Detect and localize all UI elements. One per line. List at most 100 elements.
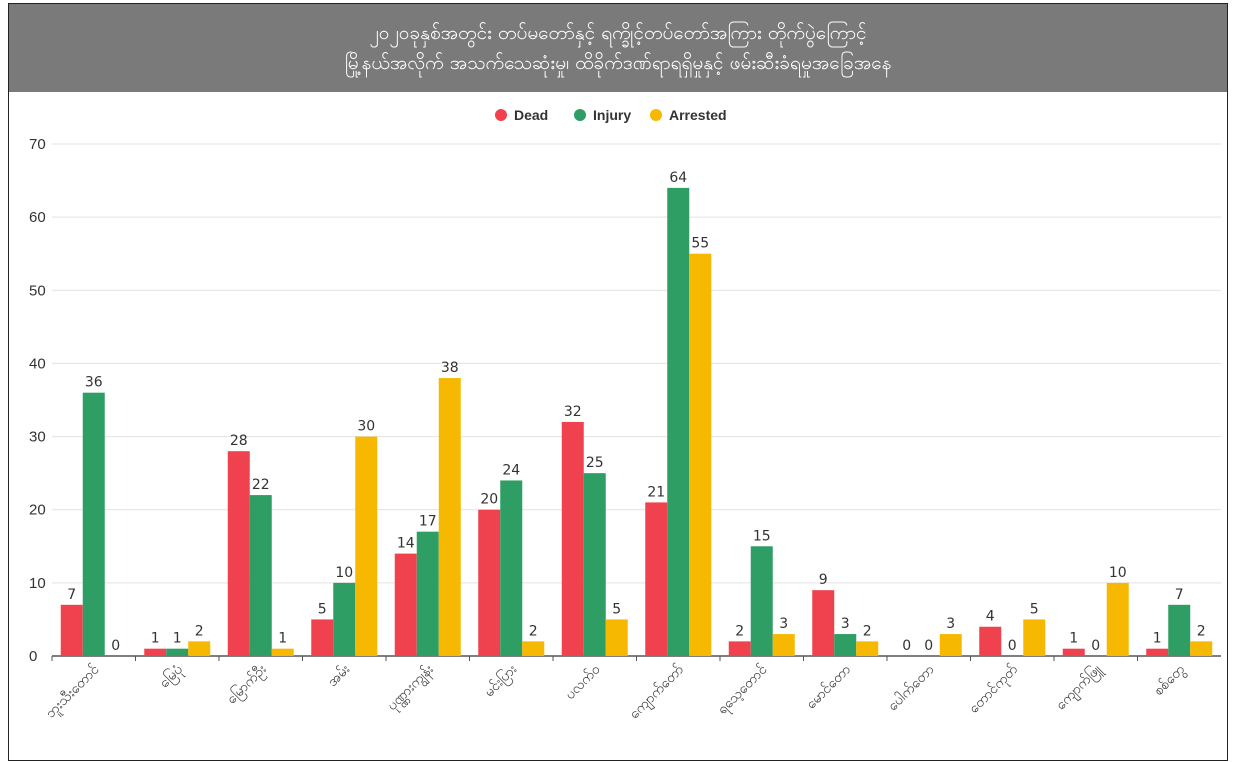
- bar-dead: [311, 619, 334, 656]
- x-tick-label: မင်းပြား: [481, 660, 522, 701]
- bar-arrested: [605, 619, 628, 656]
- data-label-arrested: 2: [863, 623, 872, 639]
- y-tick-label: 70: [29, 136, 46, 153]
- data-label-arrested: 5: [612, 601, 621, 617]
- data-label-injury: 17: [419, 514, 437, 530]
- bar-injury: [166, 648, 189, 656]
- y-tick-label: 10: [29, 575, 46, 592]
- data-label-dead: 1: [1069, 631, 1078, 647]
- bar-injury: [834, 634, 857, 656]
- x-tick-label: မြောက်ဦး: [223, 660, 271, 708]
- bar-dead: [394, 553, 417, 656]
- bar-arrested: [856, 641, 879, 656]
- bar-injury: [500, 480, 523, 656]
- data-label-injury: 3: [841, 616, 850, 632]
- bar-arrested: [438, 378, 461, 656]
- x-tick-label: မြေပုံ: [156, 661, 188, 693]
- bar-dead: [979, 626, 1002, 656]
- data-label-dead: 28: [230, 433, 248, 449]
- data-label-injury: 22: [252, 477, 270, 493]
- data-label-injury: 10: [335, 565, 353, 581]
- data-label-injury: 0: [924, 638, 933, 654]
- data-label-dead: 1: [151, 631, 160, 647]
- data-label-arrested: 5: [1030, 601, 1039, 617]
- data-label-arrested: 55: [691, 236, 709, 252]
- bar-injury: [667, 187, 690, 656]
- data-label-dead: 2: [735, 623, 744, 639]
- data-label-injury: 25: [586, 455, 604, 471]
- data-label-dead: 0: [902, 638, 911, 654]
- data-label-injury: 64: [669, 170, 687, 186]
- data-label-dead: 14: [397, 536, 415, 552]
- bar-arrested: [772, 634, 795, 656]
- chart-subtitle: မြို့နယ်အလိုက် အသက်သေဆုံးမှု၊ ထိခိုက်ဒဏ်…: [344, 52, 892, 74]
- chart-title: ၂၀၂၀ခုနှစ်အတွင်း တပ်မတော်နှင့် ရက္ခိုင့်…: [369, 22, 867, 44]
- data-label-injury: 7: [1175, 587, 1184, 603]
- x-tick-label: ပုဏ္ဏားကျွန်း: [384, 661, 439, 716]
- x-tick-label: စစ်တွေ: [1151, 661, 1190, 700]
- y-tick-label: 40: [29, 355, 46, 372]
- data-label-dead: 4: [986, 609, 995, 625]
- data-label-dead: 9: [819, 572, 828, 588]
- legend-label-injury: Injury: [593, 107, 631, 123]
- data-label-injury: 0: [1008, 638, 1017, 654]
- bar-arrested: [522, 641, 545, 656]
- bar-arrested: [188, 641, 211, 656]
- y-tick-label: 30: [29, 429, 46, 446]
- y-tick-label: 0: [29, 648, 37, 665]
- legend-label-dead: Dead: [514, 107, 548, 123]
- y-tick-label: 20: [29, 502, 46, 519]
- data-label-injury: 24: [502, 462, 520, 478]
- y-tick-label: 60: [29, 209, 46, 226]
- x-tick-label: အမ်း: [325, 661, 354, 690]
- data-label-arrested: 2: [195, 623, 204, 639]
- data-label-dead: 7: [67, 587, 76, 603]
- data-label-dead: 21: [647, 484, 665, 500]
- data-label-arrested: 38: [441, 360, 459, 376]
- bar-arrested: [355, 436, 378, 656]
- x-tick-label: ကျောက်ဖြူ: [1052, 661, 1106, 715]
- x-tick-label: ပေါက်တော: [885, 662, 938, 715]
- data-label-arrested: 1: [278, 631, 287, 647]
- y-tick-label: 50: [29, 282, 46, 299]
- bar-injury: [416, 531, 439, 656]
- bar-dead: [1146, 648, 1169, 656]
- data-label-dead: 1: [1153, 631, 1162, 647]
- x-tick-label: ပလက်ဝ: [562, 661, 604, 703]
- bar-injury: [333, 582, 356, 656]
- data-label-arrested: 10: [1109, 565, 1127, 581]
- x-tick-label: ရသေ့တောင်: [714, 661, 772, 719]
- chart-title-bar: ၂၀၂၀ခုနှစ်အတွင်း တပ်မတော်နှင့် ရက္ခိုင့်…: [9, 4, 1227, 92]
- data-label-dead: 32: [564, 404, 582, 420]
- bar-arrested: [1106, 582, 1129, 656]
- chart-frame: ၂၀၂၀ခုနှစ်အတွင်း တပ်မတော်နှင့် ရက္ခိုင့်…: [8, 3, 1228, 761]
- data-label-injury: 15: [753, 528, 771, 544]
- data-label-dead: 20: [480, 492, 498, 508]
- bar-injury: [1168, 604, 1191, 656]
- bar-dead: [60, 604, 83, 656]
- bar-injury: [750, 546, 773, 656]
- legend-swatch-arrested: [650, 109, 662, 121]
- x-tick-label: ဘူးသီးတောင်: [43, 661, 105, 723]
- bar-dead: [728, 641, 751, 656]
- bar-dead: [561, 421, 584, 656]
- data-label-arrested: 2: [1197, 623, 1206, 639]
- data-label-injury: 1: [173, 631, 182, 647]
- bar-injury: [583, 473, 606, 656]
- bar-injury: [82, 392, 105, 656]
- data-label-injury: 0: [1091, 638, 1100, 654]
- data-label-arrested: 30: [357, 419, 375, 435]
- data-label-injury: 36: [85, 375, 103, 391]
- bar-dead: [227, 451, 250, 656]
- legend-label-arrested: Arrested: [669, 107, 727, 123]
- data-label-dead: 5: [318, 601, 327, 617]
- data-label-arrested: 2: [529, 623, 538, 639]
- data-label-arrested: 3: [946, 616, 955, 632]
- bar-arrested: [939, 634, 962, 656]
- legend-swatch-dead: [495, 109, 507, 121]
- data-label-arrested: 3: [779, 616, 788, 632]
- x-tick-label: တောင်ကုတ်: [966, 661, 1023, 718]
- legend-swatch-injury: [574, 109, 586, 121]
- bar-dead: [1062, 648, 1085, 656]
